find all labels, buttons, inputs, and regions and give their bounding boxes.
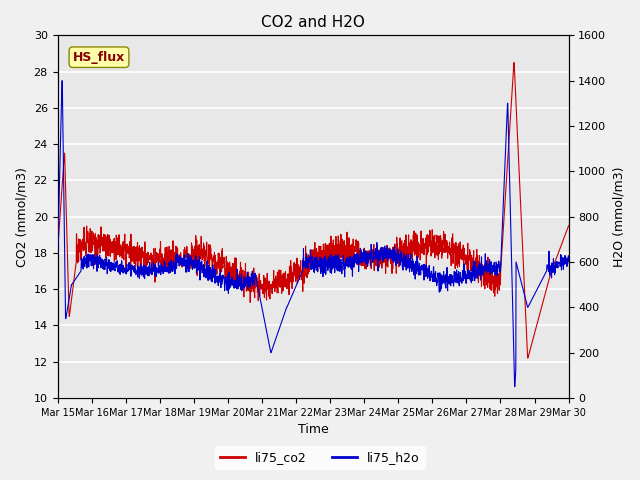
Legend: li75_co2, li75_h2o: li75_co2, li75_h2o [215, 446, 425, 469]
Text: HS_flux: HS_flux [73, 51, 125, 64]
Y-axis label: CO2 (mmol/m3): CO2 (mmol/m3) [15, 167, 28, 266]
X-axis label: Time: Time [298, 423, 328, 436]
Y-axis label: H2O (mmol/m3): H2O (mmol/m3) [612, 167, 625, 267]
Title: CO2 and H2O: CO2 and H2O [261, 15, 365, 30]
